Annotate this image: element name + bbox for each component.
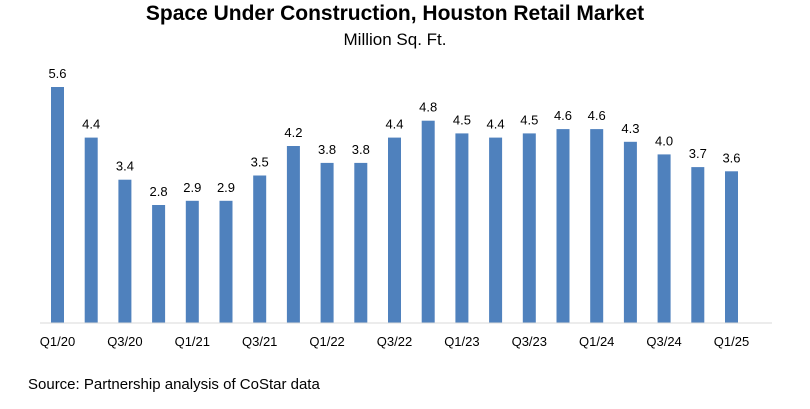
bar-q4-21 <box>286 146 300 323</box>
bar-q2-22 <box>354 162 368 323</box>
data-label: 4.6 <box>554 108 572 123</box>
bar-q4-23 <box>556 129 570 323</box>
x-tick-label: Q3/23 <box>512 334 547 349</box>
chart-title: Space Under Construction, Houston Retail… <box>145 2 645 25</box>
bar-q1-25 <box>725 171 738 323</box>
bars-group <box>51 87 738 323</box>
x-tick-label: Q1/25 <box>714 334 749 349</box>
x-tick-label: Q3/21 <box>242 334 277 349</box>
data-label: 4.6 <box>588 108 606 123</box>
data-label: 3.8 <box>352 142 370 157</box>
bar-q1-20 <box>51 87 64 323</box>
data-label: 4.5 <box>520 112 538 127</box>
data-label: 3.7 <box>689 146 707 161</box>
bar-q2-21 <box>219 200 233 323</box>
bar-q1-23 <box>455 133 469 323</box>
data-label: 3.8 <box>318 142 336 157</box>
bar-q2-20 <box>84 137 98 323</box>
bar-q4-20 <box>152 205 166 323</box>
bar-q1-22 <box>320 162 334 323</box>
x-tick-label: Q1/21 <box>175 334 210 349</box>
bar-q3-23 <box>522 133 536 323</box>
data-label: 4.4 <box>385 117 403 132</box>
data-label: 2.9 <box>183 180 201 195</box>
data-label: 4.4 <box>82 117 100 132</box>
data-label: 4.5 <box>453 112 471 127</box>
bar-q3-21 <box>253 175 267 323</box>
x-tick-label: Q3/20 <box>107 334 142 349</box>
x-tick-label: Q1/23 <box>444 334 479 349</box>
bar-q3-22 <box>388 137 401 323</box>
bar-q4-24 <box>691 167 705 323</box>
bar-q1-21 <box>185 200 199 323</box>
x-tick-label: Q1/20 <box>40 334 75 349</box>
data-label: 4.4 <box>487 117 505 132</box>
x-tick-label: Q1/22 <box>309 334 344 349</box>
bar-q2-24 <box>623 141 637 323</box>
data-label: 4.8 <box>419 100 437 115</box>
bar-q2-23 <box>489 137 503 323</box>
data-label: 4.0 <box>655 133 673 148</box>
chart-subtitle: Million Sq. Ft. <box>343 30 447 49</box>
x-tick-label: Q3/22 <box>377 334 412 349</box>
data-labels-group: 5.6 4.4 3.4 2.8 2.9 2.9 3.5 4.2 3.8 3.8 4.4 4.8 4.5 4… <box>48 66 740 199</box>
data-label: 5.6 <box>48 66 66 81</box>
data-label: 3.5 <box>251 155 269 170</box>
x-tick-label: Q1/24 <box>579 334 614 349</box>
data-label: 2.9 <box>217 180 235 195</box>
bar-q3-24 <box>657 154 671 323</box>
bar-q3-20 <box>118 179 132 323</box>
bar-q4-22 <box>421 120 435 323</box>
data-label: 3.6 <box>722 150 740 165</box>
data-label: 2.8 <box>150 184 168 199</box>
data-label: 3.4 <box>116 159 134 174</box>
data-label: 4.2 <box>284 125 302 140</box>
source-note: Source: Partnership analysis of CoStar d… <box>28 376 320 393</box>
x-tick-labels-group: Q1/20 Q3/20 Q1/21 Q3/21 Q1/22 Q3/22 Q1/23 Q3/23… <box>40 334 749 349</box>
bar-q1-24 <box>590 129 604 323</box>
data-label: 4.3 <box>621 121 639 136</box>
x-tick-label: Q3/24 <box>646 334 681 349</box>
